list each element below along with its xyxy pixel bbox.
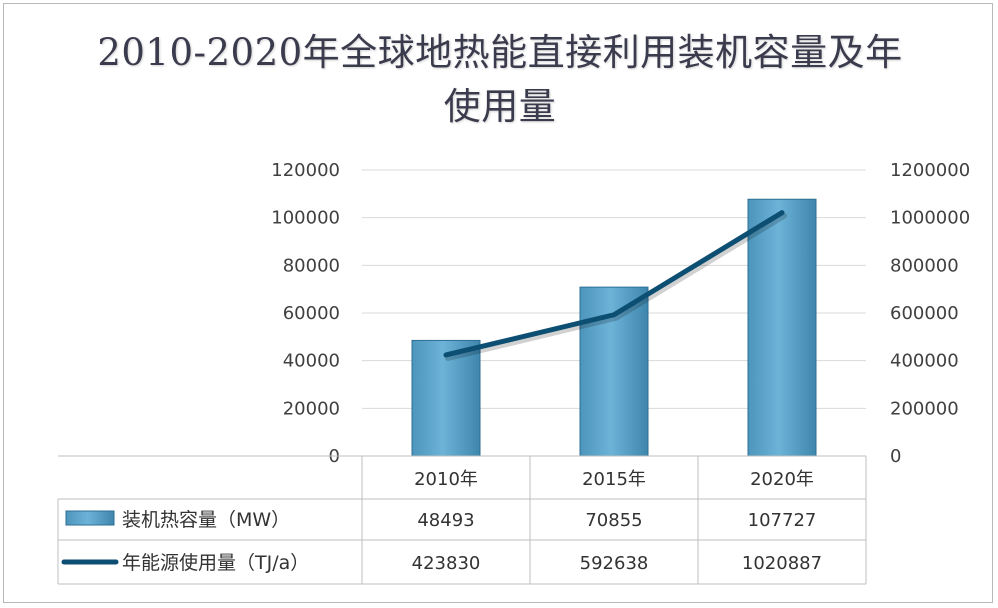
category-label: 2010年 [414, 469, 478, 490]
left-tick-label: 20000 [283, 398, 340, 419]
line-value-cell: 423830 [412, 553, 481, 574]
left-tick-label: 120000 [271, 160, 340, 181]
chart-title: 2010-2020年全球地热能直接利用装机容量及年使用量 [97, 31, 903, 128]
right-tick-label: 200000 [890, 398, 959, 419]
bar [411, 339, 481, 457]
bar [747, 198, 817, 457]
legend-bar-swatch [65, 510, 115, 526]
left-tick-label: 40000 [283, 351, 340, 372]
right-tick-label: 0 [890, 446, 901, 467]
line-value-cell: 592638 [580, 553, 649, 574]
right-tick-label: 1000000 [890, 208, 970, 229]
bar-value-cell: 70855 [585, 510, 642, 531]
left-tick-label: 60000 [283, 303, 340, 324]
bar-value-cell: 107727 [748, 510, 817, 531]
line-value-cell: 1020887 [742, 553, 822, 574]
line-point [781, 212, 783, 214]
bar-series [411, 198, 817, 457]
right-tick-label: 400000 [890, 351, 959, 372]
right-tick-label: 800000 [890, 255, 959, 276]
left-tick-label: 100000 [271, 208, 340, 229]
line-point [613, 314, 615, 316]
right-tick-label: 1200000 [890, 160, 970, 181]
category-label: 2020年 [750, 469, 814, 490]
line-shadow [445, 212, 787, 361]
category-label: 2015年 [582, 469, 646, 490]
bar-value-cell: 48493 [417, 510, 474, 531]
chart-frame [3, 3, 993, 603]
legend-bar-label: 装机热容量（MW） [122, 509, 290, 531]
line-point [445, 354, 447, 356]
line-series [443, 210, 787, 361]
right-axis: 0 200000 400000 600000 800000 1000000 1200000 [890, 160, 970, 467]
right-tick-label: 600000 [890, 303, 959, 324]
legend-line-label: 年能源使用量（TJ/a） [122, 552, 309, 574]
left-tick-label: 80000 [283, 255, 340, 276]
